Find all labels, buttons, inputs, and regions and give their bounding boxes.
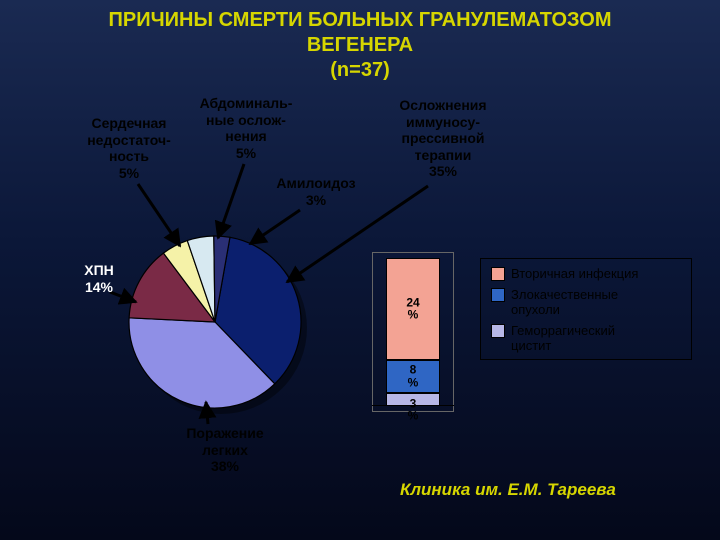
source-attribution: Клиника им. Е.М. Тареева (400, 480, 616, 500)
pie-slice-label: Поражение легких 38% (165, 425, 285, 475)
bar-segment-label: 8 % (386, 364, 440, 389)
legend-label: Геморрагический цистит (511, 324, 615, 354)
legend-swatch (491, 288, 505, 302)
legend-label: Вторичная инфекция (511, 267, 638, 282)
legend-item: Злокачественные опухоли (491, 288, 681, 318)
legend-item: Вторичная инфекция (491, 267, 681, 282)
pie-slice-label: Абдоминаль- ные ослож- нения 5% (186, 95, 306, 161)
pie-slice-label: Амилоидоз 3% (266, 175, 366, 208)
slide-root: ПРИЧИНЫ СМЕРТИ БОЛЬНЫХ ГРАНУЛЕМАТОЗОМ ВЕ… (0, 0, 720, 540)
bar-segment-label: 3 % (386, 397, 440, 422)
pie-slice-label: Осложнения иммуносу- прессивной терапии … (383, 97, 503, 180)
legend-swatch (491, 267, 505, 281)
stacked-bar-chart: 3 %8 %24 % (372, 252, 454, 412)
legend-item: Геморрагический цистит (491, 324, 681, 354)
pie-slice-label: ХПН 14% (64, 262, 134, 295)
legend-label: Злокачественные опухоли (511, 288, 618, 318)
pie-slice-label: Сердечная недостаточ- ность 5% (74, 115, 184, 181)
legend: Вторичная инфекция Злокачественные опухол… (480, 258, 692, 360)
legend-swatch (491, 324, 505, 338)
bar-segment-label: 24 % (386, 296, 440, 321)
